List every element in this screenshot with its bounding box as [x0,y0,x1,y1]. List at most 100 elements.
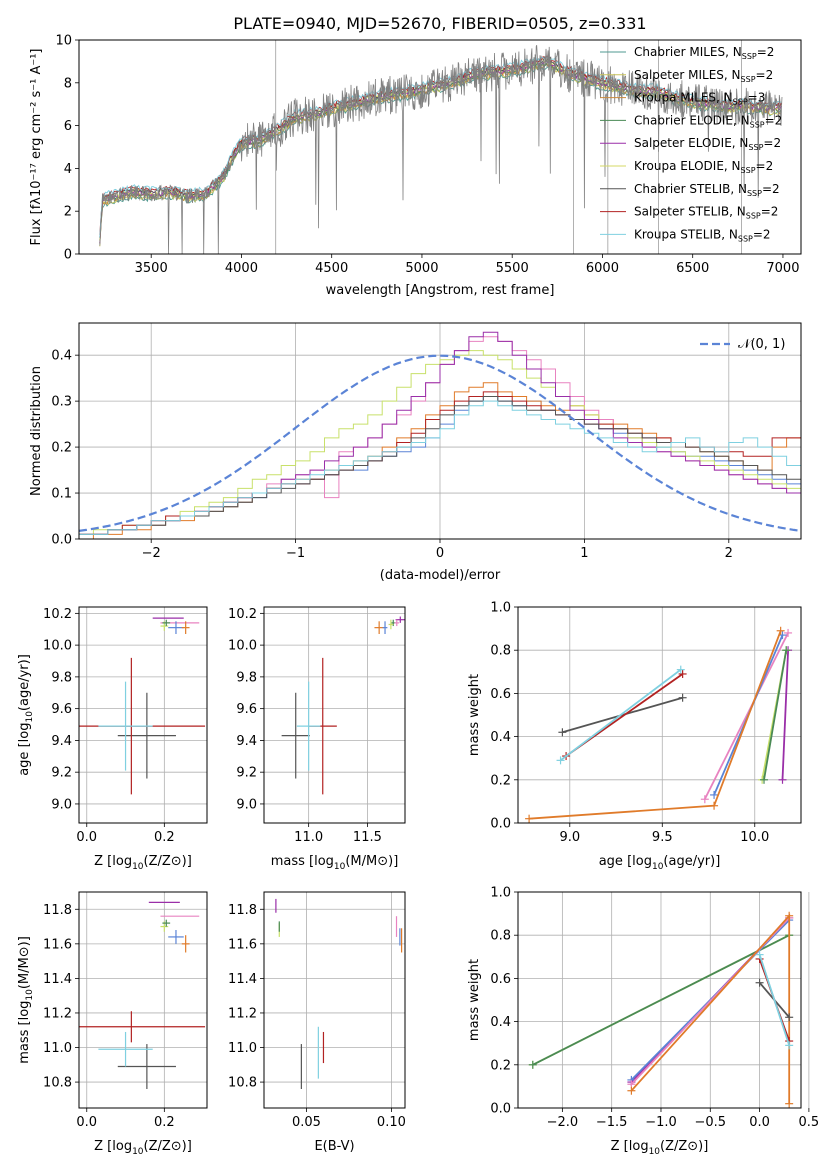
legend-entry: Salpeter STELIB, NSSP=2 [634,205,778,221]
legend-entry: Chabrier STELIB, NSSP=2 [634,182,780,198]
legend-entry-sub: SSP [741,166,756,175]
age_vs_mass-xlabel-tail: (M/M⊙)] [345,854,398,869]
mass_vs_EBV-ytick-label: 11.2 [228,1006,257,1021]
spectrum-xtick-label: 5500 [496,261,529,276]
legend-entry-tail: =2 [761,205,779,219]
residual-xtick-label: −2 [142,546,161,561]
massweight_vs_age-xlabel-tail: (age/yr)] [663,854,720,869]
mass_vs_Z-ylabel-sub: 10 [25,989,35,1001]
massweight_vs_Z-ytick-label: 0.6 [490,972,511,987]
age_vs_mass-ytick-label: 9.0 [236,797,257,812]
residual-frame [78,322,802,540]
age_vs_Z-panel: 0.0 0.29.09.29.49.69.810.010.2Z [log10(Z/… [17,606,208,872]
legend-entry: Chabrier MILES, NSSP=2 [634,45,774,61]
legend-entry: Kroupa ELODIE, NSSP=2 [634,159,773,175]
age_vs_mass-xlabel-sub: 10 [334,862,346,872]
age_vs_Z-xlabel-tail: (Z/Z⊙)] [144,854,192,869]
residual-xtick-label: 2 [725,546,733,561]
massweight_vs_Z-xtick-label: 0.5 [799,1115,819,1130]
legend-entry-sub: SSP [748,143,763,152]
mass_vs_Z-xtick-label: 0.0 [76,1115,97,1130]
legend-entry-main: Kroupa MILES, N [634,91,733,105]
age_vs_Z-ylabel-main: age [log [17,723,32,776]
mass_vs_Z-ytick-label: 11.2 [43,1006,72,1021]
mass_vs_Z-xlabel-main: Z [log [94,1139,132,1154]
age_vs_mass-marks [281,616,405,795]
legend-entry-tail: =2 [757,45,775,59]
age_vs_mass-xlabel-main: mass [log [271,854,334,869]
massweight_vs_age-ylabel: mass weight [467,674,482,756]
spectrum-ytick-label: 10 [55,34,72,49]
massweight_vs_Z-xlabel: Z [log10(Z/Z⊙)] [611,1139,709,1157]
legend-entry: Kroupa STELIB, NSSP=2 [634,227,771,243]
residual-ytick-label: 0.2 [51,441,72,456]
spectrum-xtick-label: 4000 [225,261,258,276]
mass_vs_EBV-frame [263,891,406,1109]
legend-entry-tail: =2 [763,136,781,150]
massweight_vs_Z-ytick-label: 0.2 [490,1058,511,1073]
age_vs_Z-marks [79,617,206,795]
mass_vs_EBV-ytick-label: 11.6 [228,937,257,952]
spectrum-xtick-label: 6000 [586,261,619,276]
massweight_vs_age-ytick-label: 0.4 [490,730,511,745]
mass_vs_Z-panel: 0.0 0.210.811.011.211.411.611.8Z [log10(Z… [17,891,208,1157]
massweight_vs_Z-series-8 [758,954,791,1046]
mass_vs_Z-ytick-label: 11.0 [43,1041,72,1056]
mass_vs_EBV-marks [275,898,403,1089]
legend-entry: Kroupa MILES, NSSP=3 [634,91,765,107]
massweight_vs_Z-xtick-label: 0.0 [749,1115,770,1130]
massweight_vs_Z-ytick-label: 0.4 [490,1015,511,1030]
mass_vs_Z-ytick-label: 11.6 [43,937,72,952]
massweight_vs_Z-xtick-label: −0.5 [694,1115,726,1130]
massweight_vs_Z-ytick-label: 0.0 [490,1102,511,1117]
massweight_vs_age-ytick-label: 0.6 [490,687,511,702]
mass_vs_EBV-ytick-label: 11.8 [228,903,257,918]
mass_vs_Z-ylabel-tail: (M/M⊙)] [17,936,32,989]
age_vs_Z-ytick-label: 9.2 [51,766,72,781]
age_vs_mass-ytick-label: 10.2 [228,607,257,622]
mass_vs_Z-xlabel-tail: (Z/Z⊙)] [144,1139,192,1154]
legend-entry-sub: SSP [733,98,748,107]
age_vs_Z-xtick-label: 0.2 [154,830,175,845]
age_vs_Z-ylabel-sub: 10 [25,711,35,723]
massweight_vs_age-xtick-label: 9.0 [559,830,580,845]
legend-entry-tail: =2 [765,113,783,127]
age_vs_Z-ytick-label: 9.0 [51,797,72,812]
mass_vs_EBV-ytick-label: 10.8 [228,1076,257,1091]
spectrum-ytick-label: 4 [64,162,72,177]
residual-xtick-label: 1 [580,546,588,561]
legend-entry-main: Salpeter STELIB, N [634,205,746,219]
spectrum-xtick-label: 7000 [766,261,799,276]
massweight_vs_age-ytick-label: 0.2 [490,773,511,788]
legend-entry-main: Kroupa STELIB, N [634,227,738,241]
mass_vs_EBV-panel: 0.05 0.10 10.8 11.0 11.2 11.4 11.6 11.8 E(B-V) [228,891,406,1154]
age_vs_Z-ylabel: age [log10(age/yr)] [17,654,35,776]
age_vs_Z-ytick-label: 9.4 [51,734,72,749]
residual-ytick-label: 0.4 [51,349,72,364]
legend-entry-sub: SSP [738,234,753,243]
massweight_vs_age-xtick-label: 10.0 [740,830,769,845]
massweight_vs_Z-xtick-label: −2.0 [547,1115,579,1130]
spectrum-ylabel: Flux [fλ10⁻¹⁷ erg cm⁻² s⁻¹ A⁻¹] [29,49,44,246]
spectrum-ytick-label: 2 [64,205,72,220]
massweight_vs_Z-ytick-label: 1.0 [490,886,511,901]
figure-title: PLATE=0940, MJD=52670, FIBERID=0505, z=0… [233,14,646,33]
massweight_vs_age-xlabel: age [log10(age/yr)] [599,854,721,872]
legend-entry-tail: =2 [753,227,771,241]
age_vs_mass-ytick-label: 9.8 [236,670,257,685]
massweight_vs_Z-xlabel-main: Z [log [611,1139,649,1154]
massweight_vs_Z-ylabel: mass weight [467,959,482,1041]
legend-entry-tail: =2 [762,182,780,196]
spectrum-lines [99,40,783,254]
massweight_vs_Z-xtick-label: −1.0 [645,1115,677,1130]
age_vs_Z-xtick-label: 0.0 [76,830,97,845]
massweight_vs_age-ytick-label: 0.0 [490,817,511,832]
spectrum-xtick-label: 4500 [315,261,348,276]
mass_vs_EBV-xtick-label: 0.05 [292,1115,321,1130]
age_vs_mass-xtick-label: 11.5 [353,830,382,845]
residual-hist-3 [79,350,801,539]
massweight_vs_age-marks [525,626,793,823]
residual-xtick-label: 0 [436,546,444,561]
spectrum-panel: 3500 4000 4500 5000 5500 6000 6500 7000 0 2 4 6 8 10 w… [29,34,802,298]
spectrum-xtick-label: 6500 [676,261,709,276]
